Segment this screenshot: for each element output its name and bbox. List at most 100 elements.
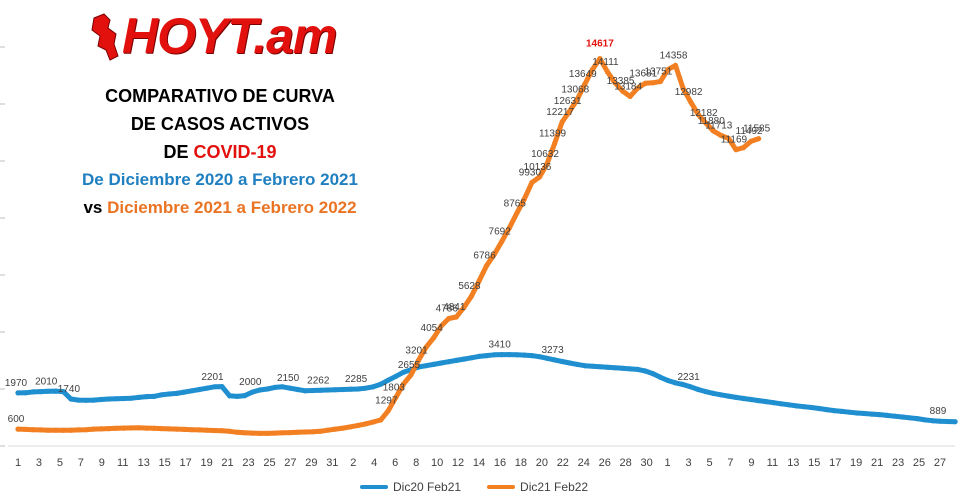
- data-label: 2150: [277, 373, 300, 384]
- data-point: [234, 429, 240, 435]
- x-tick-label: 4: [371, 457, 377, 469]
- x-tick-label: 1: [15, 457, 21, 469]
- data-label: 1740: [58, 384, 81, 395]
- x-tick-label: 6: [392, 457, 398, 469]
- data-point: [748, 396, 754, 403]
- data-point: [453, 314, 459, 320]
- data-point: [514, 210, 520, 216]
- data-point: [582, 363, 588, 369]
- data-point: [914, 416, 920, 422]
- data-point: [907, 415, 913, 421]
- data-point: [166, 391, 172, 397]
- data-point: [211, 427, 218, 434]
- data-label: 2201: [201, 372, 224, 383]
- legend-item-series-2: Dic21 Feb22: [487, 480, 588, 494]
- data-point: [302, 388, 308, 394]
- data-point: [710, 128, 716, 134]
- data-point: [75, 397, 82, 403]
- x-tick-label: 31: [326, 457, 338, 469]
- data-point: [370, 384, 376, 390]
- x-tick-label: 3: [36, 457, 42, 469]
- data-point: [363, 421, 369, 427]
- x-tick-label: 9: [748, 457, 754, 469]
- data-point: [672, 62, 679, 68]
- x-tick-label: 27: [284, 457, 296, 469]
- data-point: [839, 408, 845, 414]
- data-point: [521, 352, 527, 358]
- subtitle-vs: vs: [83, 198, 108, 217]
- data-point: [45, 388, 51, 394]
- data-point: [423, 363, 429, 369]
- chart-title: COMPARATIVO DE CURVA DE CASOS ACTIVOS DE…: [40, 82, 400, 222]
- data-label: 2655: [398, 360, 421, 371]
- data-point: [650, 80, 656, 86]
- data-point: [589, 363, 596, 369]
- subtitle-period-2: vs Diciembre 2021 a Febrero 2022: [40, 194, 400, 222]
- data-point: [589, 67, 596, 73]
- data-point: [310, 429, 316, 435]
- data-label: 11585: [743, 124, 771, 135]
- data-point: [159, 426, 165, 432]
- data-point: [317, 428, 323, 434]
- data-point: [106, 426, 112, 432]
- data-point: [756, 398, 762, 404]
- data-point: [892, 413, 898, 419]
- title-line-2: DE CASOS ACTIVOS: [130, 114, 310, 134]
- data-label: 1803: [383, 382, 406, 393]
- data-point: [468, 293, 474, 299]
- data-point: [242, 430, 248, 436]
- legend-swatch-series-1: [360, 485, 388, 489]
- data-point: [249, 430, 255, 436]
- data-point: [249, 389, 255, 395]
- data-point: [446, 315, 452, 322]
- data-point: [400, 381, 406, 387]
- data-point: [650, 371, 656, 377]
- data-point: [310, 387, 316, 394]
- data-point: [544, 161, 550, 167]
- data-label: 14358: [660, 50, 688, 61]
- data-point: [544, 355, 550, 361]
- data-point: [567, 108, 573, 114]
- armenia-map-icon: [91, 13, 119, 61]
- logo-text: HOYT.am: [122, 8, 337, 64]
- data-point: [831, 408, 837, 414]
- data-point: [793, 403, 800, 409]
- data-point: [642, 80, 648, 86]
- data-point: [567, 360, 573, 366]
- data-point: [665, 377, 671, 384]
- data-label: 13649: [569, 69, 597, 80]
- data-point: [695, 111, 701, 118]
- data-point: [98, 426, 104, 432]
- data-point: [121, 395, 127, 402]
- data-point: [438, 360, 444, 366]
- data-point: [189, 388, 195, 394]
- data-point: [378, 417, 384, 423]
- data-point: [635, 85, 641, 91]
- data-point: [30, 427, 36, 433]
- data-point: [672, 380, 679, 386]
- data-label: 5628: [458, 281, 481, 292]
- data-point: [431, 335, 437, 341]
- data-point: [695, 386, 701, 393]
- hoyt-logo: HOYT.am: [88, 8, 348, 64]
- data-point: [703, 120, 709, 126]
- data-point: [302, 429, 308, 435]
- data-point: [317, 387, 323, 393]
- data-label: 13184: [614, 81, 642, 92]
- x-tick-label: 13: [138, 457, 150, 469]
- data-point: [340, 425, 346, 431]
- data-label: 12217: [546, 107, 574, 118]
- data-point: [657, 78, 664, 85]
- data-point: [688, 99, 694, 105]
- data-point: [476, 353, 482, 359]
- data-label: 2000: [239, 377, 262, 388]
- data-label: 11169: [721, 135, 748, 146]
- data-point: [159, 392, 165, 398]
- data-point: [393, 394, 399, 400]
- data-label: 3273: [541, 345, 564, 356]
- data-label: 8765: [504, 198, 527, 209]
- data-point: [771, 400, 777, 406]
- data-point: [38, 389, 44, 395]
- x-tick-label: 12: [452, 457, 464, 469]
